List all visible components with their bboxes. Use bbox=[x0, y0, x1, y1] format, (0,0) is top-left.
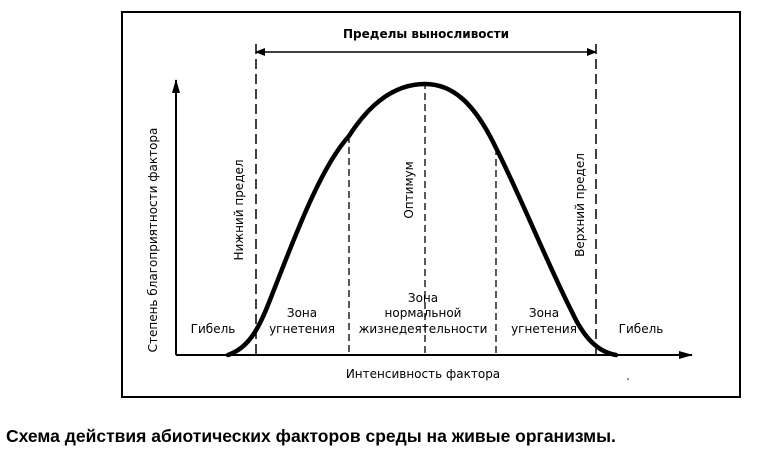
death-right-label: Гибель bbox=[619, 322, 664, 336]
figure-frame bbox=[121, 11, 741, 398]
tolerance-curve bbox=[225, 81, 619, 358]
normal-label-line3: жизнедеятельности bbox=[359, 322, 488, 336]
tolerance-diagram: Пределы выносливости Степень благоприятн… bbox=[121, 11, 741, 398]
stress-left-label-line1: Зона bbox=[287, 306, 317, 320]
normal-label-line1: Зона bbox=[408, 291, 438, 305]
lower-limit-label: Нижний предел bbox=[232, 159, 246, 260]
optimum-label: Оптимум bbox=[402, 161, 416, 218]
y-axis-label: Степень благоприятности фактора bbox=[146, 128, 160, 353]
death-left-label: Гибель bbox=[191, 322, 236, 336]
stress-right-label-line2: угнетения bbox=[511, 322, 577, 336]
stress-right-label-line1: Зона bbox=[529, 306, 559, 320]
normal-label-line2: нормальной bbox=[385, 306, 462, 320]
upper-limit-label: Верхний предел bbox=[573, 153, 587, 257]
figure-caption: Схема действия абиотических факторов сре… bbox=[6, 426, 616, 446]
stress-left-label-line2: угнетения bbox=[269, 322, 335, 336]
speck bbox=[627, 378, 629, 380]
x-axis-label: Интенсивность фактора bbox=[346, 367, 500, 381]
tolerance-limits-label: Пределы выносливости bbox=[343, 27, 509, 41]
